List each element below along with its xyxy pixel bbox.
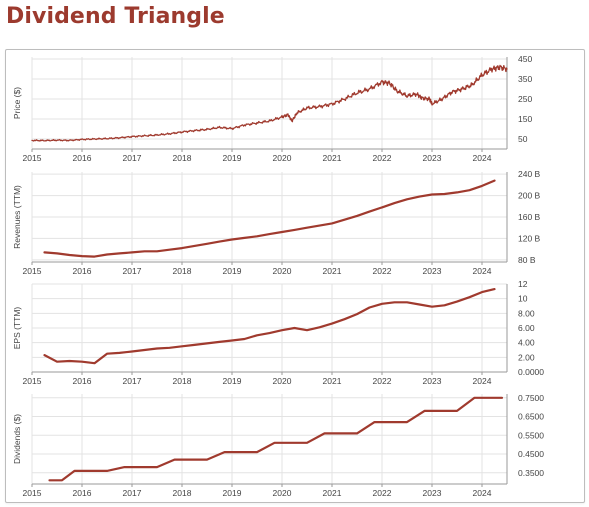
x-tick-label: 2024 xyxy=(473,266,492,276)
y-tick-label: 150 xyxy=(518,114,532,124)
x-tick-label: 2016 xyxy=(73,376,92,386)
x-tick-label: 2019 xyxy=(223,376,242,386)
y-tick-label: 0.5500 xyxy=(518,430,544,440)
y-tick-label: 350 xyxy=(518,74,532,84)
y-tick-label: 6.00 xyxy=(518,323,535,333)
x-tick-label: 2024 xyxy=(473,153,492,163)
price-series-line xyxy=(31,64,508,142)
y-tick-label: 0.3500 xyxy=(518,468,544,478)
x-tick-label: 2023 xyxy=(423,376,442,386)
x-tick-label: 2022 xyxy=(373,488,392,498)
eps-chart: 0.0000 2.00 4.00 6.00 8.00 10 12 2015 2016 2017 20… xyxy=(12,279,544,386)
dividends-chart: 0.3500 0.4500 0.5500 0.6500 0.7500 2015 2016 20… xyxy=(12,393,544,498)
x-tick-label: 2022 xyxy=(373,376,392,386)
x-tick-label: 2021 xyxy=(323,488,342,498)
x-tick-label: 2018 xyxy=(173,376,192,386)
y-tick-label: 8.00 xyxy=(518,308,535,318)
x-tick-label: 2021 xyxy=(323,266,342,276)
x-tick-label: 2018 xyxy=(173,153,192,163)
x-tick-label: 2021 xyxy=(323,153,342,163)
x-tick-label: 2015 xyxy=(23,488,42,498)
y-tick-label: 0.4500 xyxy=(518,449,544,459)
x-tick-label: 2017 xyxy=(123,376,142,386)
x-tick-label: 2022 xyxy=(373,266,392,276)
y-axis-label: Price ($) xyxy=(12,87,22,119)
x-tick-label: 2017 xyxy=(123,488,142,498)
x-tick-label: 2015 xyxy=(23,153,42,163)
x-tick-label: 2018 xyxy=(173,266,192,276)
revenues-series-line xyxy=(43,179,496,258)
x-tick-label: 2015 xyxy=(23,376,42,386)
x-tick-label: 2023 xyxy=(423,488,442,498)
y-tick-label: 120 B xyxy=(518,233,541,243)
x-tick-label: 2016 xyxy=(73,153,92,163)
dividends-series-line xyxy=(48,396,504,482)
y-axis-label: Revenues (TTM) xyxy=(12,185,22,249)
x-tick-label: 2019 xyxy=(223,266,242,276)
y-tick-label: 240 B xyxy=(518,169,541,179)
y-tick-label: 80 B xyxy=(518,255,536,265)
x-tick-label: 2017 xyxy=(123,153,142,163)
y-tick-label: 50 xyxy=(518,134,528,144)
y-tick-label: 250 xyxy=(518,94,532,104)
revenues-chart: 80 B 120 B 160 B 200 B 240 B 2015 2016 2017 2018… xyxy=(12,169,541,276)
y-tick-label: 450 xyxy=(518,54,532,64)
y-tick-label: 10 xyxy=(518,294,528,304)
x-tick-label: 2016 xyxy=(73,266,92,276)
x-tick-label: 2020 xyxy=(273,488,292,498)
x-tick-label: 2022 xyxy=(373,153,392,163)
y-tick-label: 2.00 xyxy=(518,352,535,362)
x-tick-label: 2019 xyxy=(223,488,242,498)
y-tick-label: 12 xyxy=(518,279,528,289)
y-tick-label: 4.00 xyxy=(518,338,535,348)
page-title: Dividend Triangle xyxy=(6,4,225,29)
y-tick-label: 200 B xyxy=(518,191,541,201)
charts-panel xyxy=(5,49,585,503)
y-axis-label: Dividends ($) xyxy=(12,414,22,464)
y-axis-label: EPS (TTM) xyxy=(12,307,22,350)
y-tick-label: 160 B xyxy=(518,212,541,222)
x-tick-label: 2024 xyxy=(473,376,492,386)
x-tick-label: 2019 xyxy=(223,153,242,163)
x-tick-label: 2015 xyxy=(23,266,42,276)
x-tick-label: 2018 xyxy=(173,488,192,498)
x-tick-label: 2020 xyxy=(273,153,292,163)
eps-series-line xyxy=(43,288,496,365)
y-tick-label: 0.6500 xyxy=(518,412,544,422)
x-tick-label: 2020 xyxy=(273,266,292,276)
x-tick-label: 2020 xyxy=(273,376,292,386)
price-chart: 50 150 250 350 450 2015 2016 2017 2018 2019 2020 20… xyxy=(12,54,532,163)
x-tick-label: 2023 xyxy=(423,153,442,163)
x-tick-label: 2017 xyxy=(123,266,142,276)
x-tick-label: 2024 xyxy=(473,488,492,498)
x-tick-label: 2023 xyxy=(423,266,442,276)
y-tick-label: 0.7500 xyxy=(518,393,544,403)
x-tick-label: 2016 xyxy=(73,488,92,498)
x-tick-label: 2021 xyxy=(323,376,342,386)
y-tick-label: 0.0000 xyxy=(518,367,544,377)
